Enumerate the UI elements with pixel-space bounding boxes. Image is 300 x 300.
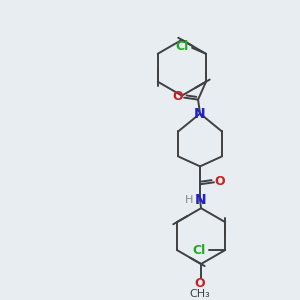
Text: Cl: Cl xyxy=(193,244,206,256)
Text: Cl: Cl xyxy=(176,40,189,53)
Text: H: H xyxy=(185,195,193,205)
Text: O: O xyxy=(215,175,225,188)
Text: O: O xyxy=(195,278,206,290)
Text: N: N xyxy=(195,193,207,207)
Text: CH₃: CH₃ xyxy=(190,289,210,299)
Text: N: N xyxy=(194,106,206,121)
Text: O: O xyxy=(173,90,184,103)
